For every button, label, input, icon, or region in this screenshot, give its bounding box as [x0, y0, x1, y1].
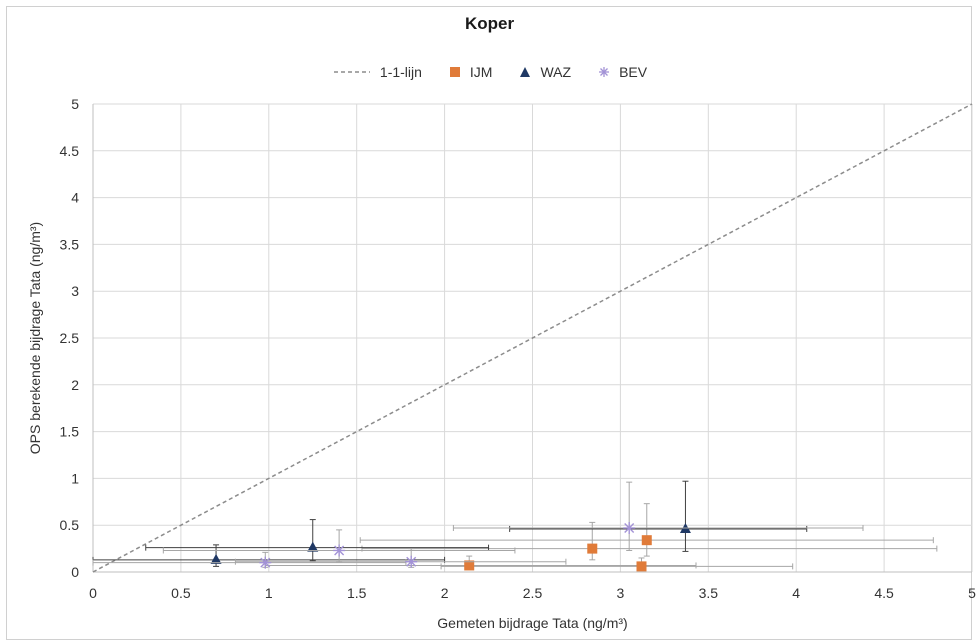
- x-tick-label: 2.5: [523, 585, 543, 601]
- x-tick-label: 3.5: [699, 585, 719, 601]
- data-point-bev: [259, 556, 272, 569]
- legend-label-reference-line: 1-1-lijn: [379, 64, 422, 80]
- chart-title: Koper: [464, 14, 515, 33]
- data-point-waz: [210, 553, 222, 564]
- data-point-waz: [307, 541, 319, 552]
- legend-item-ijm: IJM: [448, 64, 493, 80]
- x-tick-label: 1: [265, 585, 273, 601]
- y-tick-label: 1: [71, 470, 79, 486]
- y-tick-label: 4: [71, 190, 79, 206]
- y-tick-label: 2.5: [60, 330, 80, 346]
- y-tick-label: 0.5: [60, 517, 80, 533]
- chart-legend: 1-1-lijn IJM WAZ BEV: [0, 62, 979, 82]
- x-tick-label: 0.5: [171, 585, 191, 601]
- data-point-ijm: [587, 543, 598, 554]
- y-tick-label: 4.5: [60, 143, 80, 159]
- x-tick-label: 2: [441, 585, 449, 601]
- x-tick-label: 5: [968, 585, 976, 601]
- x-tick-label: 3: [617, 585, 625, 601]
- x-tick-label: 1.5: [347, 585, 367, 601]
- data-point-ijm: [636, 561, 647, 572]
- y-tick-label: 3.5: [60, 236, 80, 252]
- series-bev: [92, 481, 864, 569]
- legend-item-waz: WAZ: [518, 64, 571, 80]
- asterisk-stroke: [624, 523, 635, 534]
- asterisk-stroke: [406, 556, 417, 567]
- y-tick-label: 1.5: [60, 424, 80, 440]
- y-axis-title: OPS berekende bijdrage Tata (ng/m³): [27, 222, 43, 454]
- data-point-ijm: [641, 535, 652, 546]
- y-tick-label: 2: [71, 377, 79, 393]
- asterisk-stroke: [334, 545, 345, 556]
- legend-label-ijm: IJM: [469, 64, 493, 80]
- legend-swatch-ijm: [449, 67, 460, 77]
- legend-item-reference-line: 1-1-lijn: [332, 64, 422, 80]
- reference-line-1-1: [92, 103, 973, 573]
- y-tick-label: 5: [71, 96, 79, 112]
- series-ijm: [264, 503, 938, 572]
- x-tick-label: 4: [792, 585, 800, 601]
- x-tick-label: 4.5: [874, 585, 894, 601]
- legend-swatch-reference-line: [333, 71, 370, 73]
- x-axis-title: Gemeten bijdrage Tata (ng/m³): [437, 615, 627, 631]
- data-point-bev: [405, 555, 418, 568]
- chart-frame: [6, 6, 972, 640]
- legend-label-bev: BEV: [619, 64, 648, 80]
- series-waz: [92, 480, 808, 567]
- legend-item-bev: BEV: [597, 64, 647, 80]
- y-tick-label: 0: [71, 564, 79, 580]
- y-tick-label: 3: [71, 283, 79, 299]
- data-point-bev: [623, 522, 636, 535]
- legend-swatch-bev: [599, 67, 610, 77]
- legend-label-waz: WAZ: [540, 64, 572, 80]
- x-tick-label: 0: [89, 585, 97, 601]
- asterisk-stroke: [260, 557, 271, 568]
- data-point-ijm: [464, 560, 475, 571]
- data-point-bev: [333, 544, 346, 557]
- legend-swatch-waz: [520, 67, 531, 77]
